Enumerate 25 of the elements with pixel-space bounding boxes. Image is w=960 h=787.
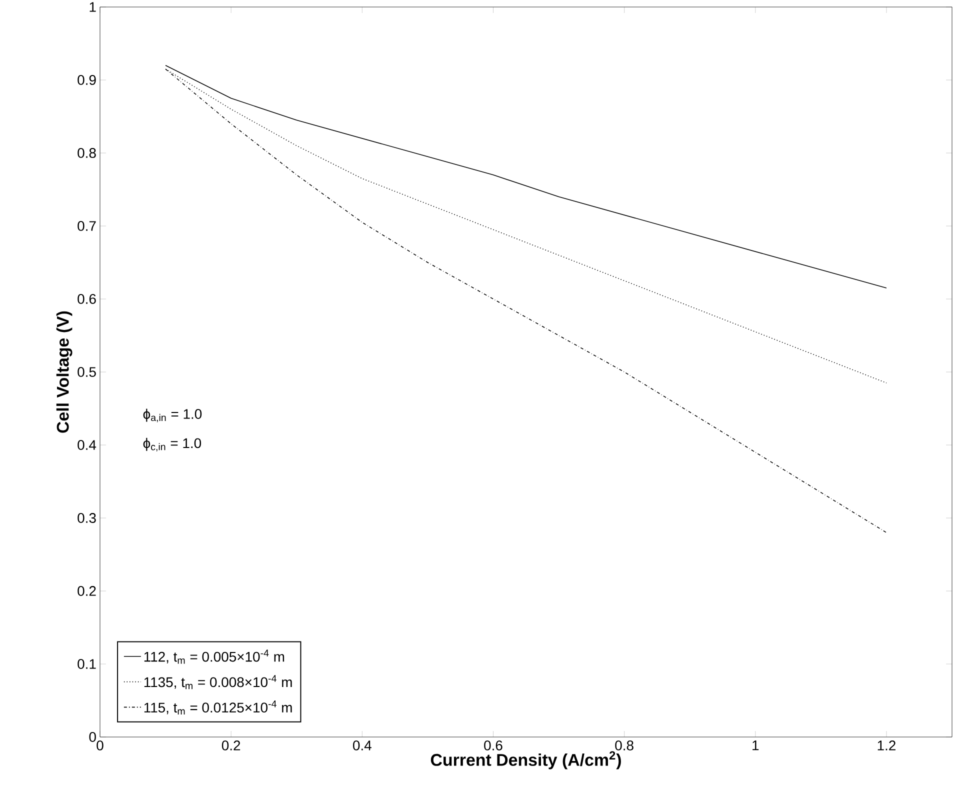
- x-tick-label: 0: [96, 740, 104, 750]
- y-tick-label: 0.9: [78, 75, 96, 85]
- x-tick-label: 1.2: [878, 740, 896, 750]
- legend-label: 112, t$_{m}$ = 0.005×10$^{-4}$ m: [144, 650, 284, 664]
- y-tick-label: 0.1: [78, 659, 96, 669]
- y-tick-label: 0: [89, 732, 96, 742]
- x-tick-label: 1: [752, 740, 759, 750]
- x-tick-label: 0.4: [353, 740, 372, 750]
- annotation: ϕ$_{c,in}$ = 1.0: [143, 438, 202, 452]
- x-tick-label: 0.6: [484, 740, 502, 750]
- y-tick-label: 0.3: [78, 513, 96, 523]
- x-tick-label: 0.2: [222, 740, 240, 750]
- legend-label: 115, t$_{m}$ = 0.0125×10$^{-4}$ m: [144, 700, 292, 715]
- y-tick-label: 0.5: [78, 367, 96, 377]
- y-tick-label: 0.4: [78, 440, 96, 450]
- annotation: ϕ$_{a,in}$ = 1.0: [143, 408, 202, 422]
- y-tick-label: 0.6: [78, 294, 96, 304]
- y-tick-label: 0.8: [78, 148, 96, 158]
- x-tick-label: 0.8: [615, 740, 634, 750]
- x-axis-title: Current Density (A/cm$^{2}$): [430, 751, 621, 770]
- legend-label: 1135, t$_{m}$ = 0.008×10$^{-4}$ m: [144, 675, 292, 690]
- y-tick-label: 0.7: [78, 221, 96, 231]
- y-axis-title: Cell Voltage (V): [56, 311, 72, 433]
- y-tick-label: 0.2: [78, 586, 96, 596]
- y-tick-label: 1: [90, 2, 96, 12]
